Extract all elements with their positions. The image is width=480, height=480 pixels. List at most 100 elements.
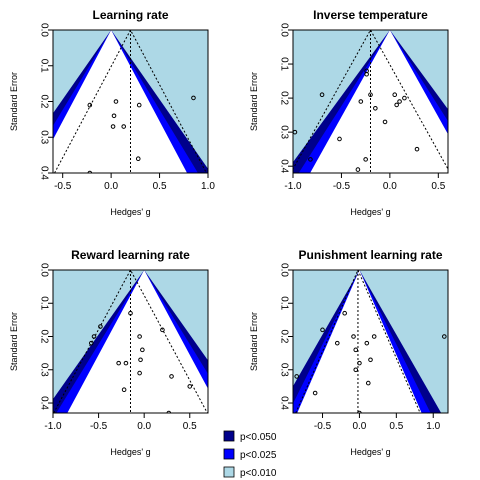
study-point [111, 113, 117, 119]
y-axis-label: Standard Error [249, 312, 259, 371]
study-point [160, 327, 165, 333]
x-tick-label: 0.5 [389, 421, 403, 432]
y-tick-label: 0.2 [279, 91, 290, 105]
x-tick-label: 1.0 [201, 181, 215, 192]
study-point [91, 334, 97, 339]
y-tick-label: 0.2 [39, 330, 50, 344]
study-point [367, 175, 371, 179]
x-tick-label: 0.5 [153, 181, 167, 192]
study-point [365, 380, 371, 386]
y-tick-label: 0.4 [279, 396, 290, 410]
funnel-panel-4: Punishment learning rate -0.5 0.0 0.5 1.0 Hed… [249, 248, 449, 457]
y-tick-label: 0.4 [279, 159, 290, 173]
funnel-panel-3: Reward learning rate -1.0 -0.5 0.0 0.5 Hedges… [9, 248, 209, 457]
study-point [414, 146, 420, 152]
legend-swatch [223, 430, 235, 442]
x-tick-label: -1.0 [284, 181, 302, 192]
study-point [353, 367, 359, 373]
study-point [123, 360, 129, 366]
study-point [294, 374, 299, 379]
region-nonsignificant [297, 270, 422, 413]
y-axis-label: Standard Error [249, 72, 259, 131]
x-axis-label: Hedges' g [350, 207, 390, 217]
study-point [187, 384, 193, 389]
study-point [357, 410, 362, 413]
study-point [342, 310, 347, 316]
y-tick-label: 0.3 [39, 130, 50, 144]
study-point [88, 340, 94, 346]
study-point [137, 370, 142, 376]
study-point [442, 334, 447, 339]
study-point [358, 99, 364, 104]
pooled-funnel-lines [293, 30, 448, 170]
study-point [308, 157, 313, 162]
panel-title: Punishment learning rate [298, 248, 442, 262]
pooled-funnel-lines [54, 30, 207, 173]
study-point [334, 340, 340, 346]
legend-swatch [223, 466, 235, 478]
legend-label: p<0.010 [240, 468, 277, 479]
panel-title: Inverse temperature [313, 8, 428, 22]
study-point [110, 124, 116, 129]
y-tick-label: 0.2 [279, 330, 290, 344]
study-point [392, 92, 398, 97]
panel-title: Reward learning rate [71, 248, 190, 262]
study-point [357, 360, 362, 366]
study-point [364, 340, 370, 346]
study-point [191, 95, 196, 101]
study-point [373, 106, 378, 111]
y-tick-label: 0.1 [279, 296, 290, 310]
study-point [137, 334, 142, 339]
x-tick-label: 0.0 [352, 421, 366, 432]
study-point [394, 102, 399, 108]
study-point [135, 156, 141, 161]
legend-label: p<0.050 [240, 432, 277, 443]
y-axis-label: Standard Error [9, 312, 19, 371]
study-point [113, 99, 119, 104]
study-point [397, 99, 402, 104]
x-tick-label: -1.0 [44, 421, 62, 432]
y-tick-label: 0.3 [279, 363, 290, 377]
study-point [363, 157, 368, 162]
x-axis-label: Hedges' g [350, 447, 390, 457]
study-point [337, 136, 342, 142]
y-tick-label: 0.0 [279, 263, 290, 277]
legend: p<0.050 p<0.025 p<0.010 [223, 430, 277, 479]
study-point [368, 357, 373, 363]
x-tick-label: -0.5 [90, 421, 108, 432]
x-tick-label: 0.5 [431, 181, 445, 192]
study-point [121, 124, 127, 129]
study-point [368, 92, 373, 97]
study-point [371, 334, 377, 339]
study-point [382, 119, 388, 125]
y-tick-label: 0.4 [39, 396, 50, 410]
study-point [98, 324, 103, 329]
y-tick-label: 0.0 [279, 23, 290, 37]
y-tick-label: 0.1 [279, 57, 290, 71]
study-point [351, 334, 356, 339]
study-point [166, 410, 172, 413]
funnel-panel-1: Learning rate -0.5 0.0 0.5 1.0 Hedges' g 0.0 0.… [9, 8, 215, 217]
y-tick-label: 0.0 [39, 263, 50, 277]
panel-title: Learning rate [92, 8, 168, 22]
study-point [87, 102, 93, 108]
x-axis-label: Hedges' g [110, 447, 150, 457]
y-tick-label: 0.3 [39, 363, 50, 377]
study-point [121, 387, 127, 393]
study-point [116, 360, 121, 366]
region-nonsignificant [53, 30, 188, 173]
y-tick-label: 0.3 [279, 125, 290, 139]
study-point [136, 102, 142, 108]
x-tick-label: -0.5 [314, 421, 332, 432]
study-point [169, 374, 174, 379]
x-tick-label: -0.5 [333, 181, 351, 192]
region-nonsignificant [310, 30, 448, 173]
y-axis-label: Standard Error [9, 72, 19, 131]
legend-label: p<0.025 [240, 450, 277, 461]
x-axis-label: Hedges' g [110, 207, 150, 217]
x-tick-label: 0.5 [183, 421, 197, 432]
study-point [402, 95, 407, 101]
study-point [319, 92, 325, 97]
legend-swatch [223, 448, 235, 460]
